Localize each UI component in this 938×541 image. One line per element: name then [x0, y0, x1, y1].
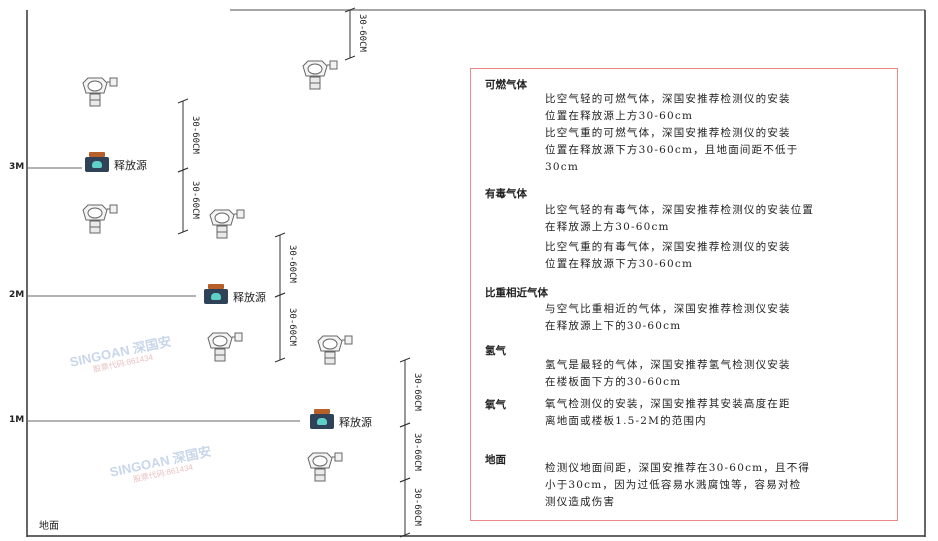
release-source-icon — [84, 152, 110, 172]
note-heading: 氧气 — [485, 399, 506, 411]
dimension-label: 30-60CM — [287, 307, 297, 346]
note-paragraph: 比空气轻的可燃气体，深国安推荐检测仪的安装 位置在释放源上方30-60cm — [545, 93, 791, 122]
note-heading: 有毒气体 — [485, 188, 527, 200]
dimension-tick — [274, 292, 286, 298]
installation-notes-panel: 可燃气体比空气轻的可燃气体，深国安推荐检测仪的安装 位置在释放源上方30-60c… — [470, 68, 898, 521]
dimension-label: 30-60CM — [412, 372, 422, 411]
dimension-label: 30-60CM — [412, 432, 422, 471]
note-heading: 比重相近气体 — [485, 287, 548, 299]
gas-detector-icon — [315, 333, 355, 367]
dimension-tick — [177, 167, 189, 173]
note-paragraph: 检测仪地面间距，深国安推荐在30-60cm，且不得 小于30cm，因为过低容易水… — [545, 462, 811, 508]
gas-detector-icon — [300, 58, 340, 92]
release-source-icon — [203, 284, 229, 304]
dimension-tick — [177, 98, 189, 104]
level-label-2m: 2M — [9, 290, 25, 300]
note-heading: 地面 — [485, 454, 506, 466]
dimension-lines — [177, 7, 411, 538]
note-heading: 可燃气体 — [485, 79, 527, 91]
gas-detector-icon — [205, 330, 245, 364]
dimension-label: 30-60CM — [412, 487, 422, 526]
note-paragraph: 比空气重的可燃气体，深国安推荐检测仪的安装 位置在释放源下方30-60cm，且地… — [545, 127, 799, 173]
release-source-label: 释放源 — [233, 291, 266, 304]
note-paragraph: 与空气比重相近的气体，深国安推荐检测仪安装 在释放源上下的30-60cm — [545, 303, 791, 332]
level-label-1m: 1M — [9, 415, 25, 425]
note-paragraph: 比空气重的有毒气体，深国安推荐检测仪的安装 位置在释放源下方30-60cm — [545, 241, 791, 270]
dimension-tick — [399, 532, 411, 538]
note-heading: 氢气 — [485, 345, 506, 357]
note-paragraph: 氢气是最轻的气体，深国安推荐氢气检测仪安装 在楼板面下方的30-60cm — [545, 359, 791, 388]
gas-detector-icon — [207, 207, 247, 241]
dimension-tick — [399, 477, 411, 483]
note-paragraph: 氧气检测仪的安装，深国安推荐其安装高度在距 离地面或楼板1.5-2M的范围内 — [545, 398, 791, 427]
note-paragraph: 比空气轻的有毒气体，深国安推荐检测仪的安装位置 在释放源上方30-60cm — [545, 204, 815, 233]
dimension-label: 30-60CM — [287, 245, 297, 283]
dimension-tick — [177, 229, 189, 235]
dimension-tick — [344, 55, 356, 61]
floor-label: 地面 — [39, 521, 59, 532]
gas-detector-icon — [80, 202, 120, 236]
gas-detector-icon — [305, 450, 345, 484]
dimension-label: 30-60CM — [190, 181, 200, 219]
dimension-tick — [274, 232, 286, 238]
dimension-label: 30-60CM — [190, 115, 200, 154]
level-label-3m: 3M — [9, 162, 25, 172]
dimension-tick — [399, 422, 411, 428]
dimension-tick — [344, 7, 356, 13]
release-source-icon — [309, 409, 335, 429]
dimension-tick — [274, 357, 286, 363]
release-source-label: 释放源 — [114, 159, 147, 172]
gas-detector-icon — [80, 75, 120, 109]
dimension-tick — [399, 357, 411, 363]
dimension-label: 30-60CM — [357, 14, 367, 52]
release-source-label: 释放源 — [339, 416, 372, 429]
